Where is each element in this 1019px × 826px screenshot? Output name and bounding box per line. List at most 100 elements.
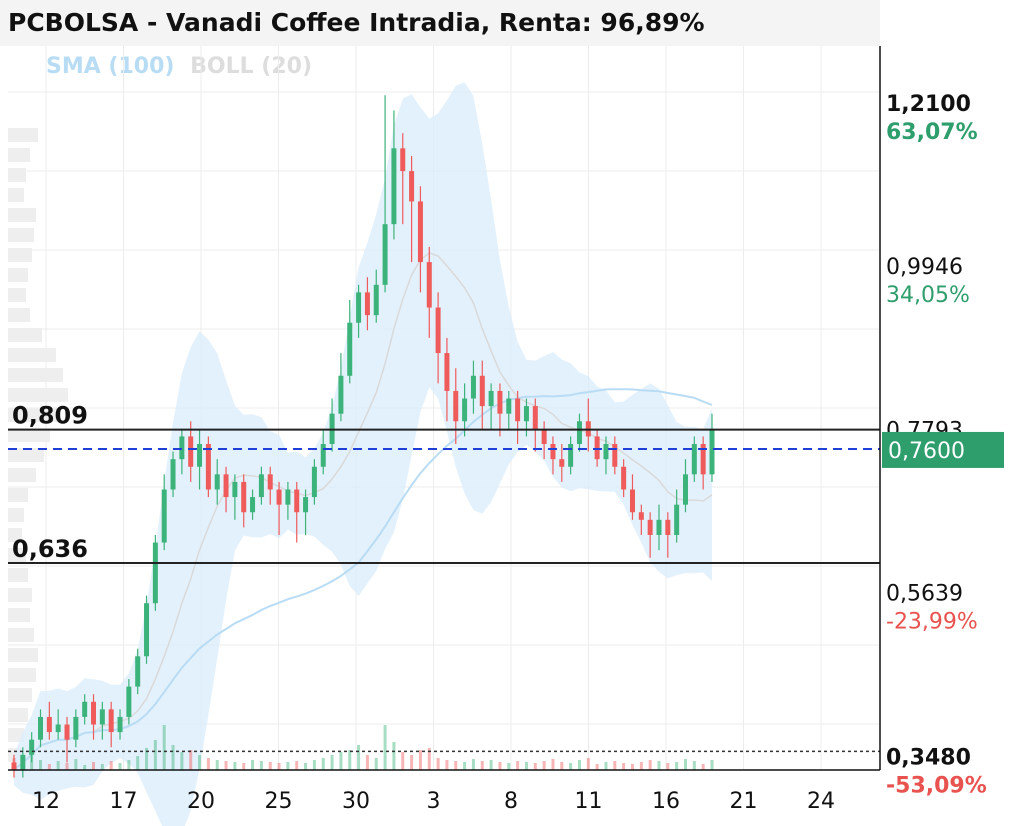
candle[interactable] — [568, 436, 574, 475]
candle[interactable] — [435, 292, 441, 384]
candle[interactable] — [170, 451, 176, 498]
candle[interactable] — [532, 398, 538, 452]
candle[interactable] — [135, 648, 141, 695]
candle-body — [532, 406, 538, 429]
candle[interactable] — [382, 95, 388, 293]
candle[interactable] — [188, 421, 194, 482]
candle[interactable] — [197, 428, 203, 490]
volume-profile-bar — [8, 508, 24, 522]
candle[interactable] — [612, 436, 618, 475]
candle[interactable] — [506, 390, 512, 429]
candle[interactable] — [470, 360, 476, 414]
candle-body — [656, 519, 662, 535]
candle[interactable] — [11, 754, 17, 778]
candle[interactable] — [700, 436, 706, 490]
candle-body — [144, 603, 150, 657]
candle[interactable] — [647, 512, 653, 558]
candle[interactable] — [46, 701, 52, 740]
candle[interactable] — [38, 709, 44, 748]
candle[interactable] — [311, 459, 317, 505]
candle[interactable] — [603, 436, 609, 475]
candle[interactable] — [285, 481, 291, 520]
candle[interactable] — [214, 459, 220, 505]
candle[interactable] — [541, 421, 547, 460]
candle[interactable] — [638, 504, 644, 535]
volume-bar — [224, 761, 228, 770]
bollinger-band — [14, 82, 712, 826]
candle[interactable] — [497, 383, 503, 437]
candle-body — [497, 390, 503, 414]
candle[interactable] — [364, 277, 370, 331]
candle[interactable] — [515, 390, 521, 445]
candle[interactable] — [347, 299, 353, 384]
legend-sma[interactable]: SMA (100) — [46, 54, 175, 79]
candle[interactable] — [117, 709, 123, 740]
candle[interactable] — [108, 701, 114, 748]
candle[interactable] — [629, 474, 635, 520]
candle[interactable] — [453, 368, 459, 445]
candle[interactable] — [250, 489, 256, 520]
candle[interactable] — [126, 679, 132, 725]
candle-body — [29, 739, 35, 755]
candle[interactable] — [576, 413, 582, 452]
candle[interactable] — [20, 747, 26, 778]
candle[interactable] — [417, 186, 423, 293]
candle[interactable] — [621, 459, 627, 498]
candle[interactable] — [267, 466, 273, 505]
candle[interactable] — [82, 694, 88, 725]
candle-body — [400, 148, 406, 172]
candle[interactable] — [144, 595, 150, 664]
candle[interactable] — [152, 534, 158, 611]
candle[interactable] — [444, 337, 450, 422]
volume-bar — [100, 764, 104, 770]
candle-body — [55, 724, 61, 733]
candle[interactable] — [594, 428, 600, 467]
candle[interactable] — [550, 436, 556, 475]
candle[interactable] — [426, 246, 432, 338]
candle[interactable] — [356, 284, 362, 338]
candle[interactable] — [73, 709, 79, 748]
candle[interactable] — [64, 716, 70, 763]
candle[interactable] — [391, 110, 397, 240]
candle[interactable] — [462, 383, 468, 437]
legend-boll[interactable]: BOLL (20) — [190, 54, 313, 79]
candle[interactable] — [709, 413, 715, 482]
volume-bar — [189, 750, 193, 770]
candle[interactable] — [338, 353, 344, 422]
candle[interactable] — [373, 269, 379, 323]
candle[interactable] — [674, 489, 680, 543]
candle-body — [205, 444, 211, 490]
candle[interactable] — [656, 504, 662, 551]
candle-body — [426, 262, 432, 308]
candle[interactable] — [29, 732, 35, 763]
candle[interactable] — [55, 709, 61, 740]
candle[interactable] — [223, 466, 229, 513]
candle[interactable] — [691, 436, 697, 482]
candle[interactable] — [400, 133, 406, 225]
candle[interactable] — [91, 694, 97, 740]
candle[interactable] — [99, 701, 105, 740]
candle[interactable] — [320, 428, 326, 475]
candle[interactable] — [479, 360, 485, 429]
candle[interactable] — [294, 481, 300, 543]
candle[interactable] — [241, 474, 247, 528]
candle[interactable] — [409, 155, 415, 263]
candle[interactable] — [682, 459, 688, 513]
volume-bar — [401, 752, 405, 770]
candle[interactable] — [488, 383, 494, 429]
candle[interactable] — [232, 474, 238, 520]
candle[interactable] — [161, 474, 167, 551]
candle[interactable] — [205, 436, 211, 498]
candle[interactable] — [559, 444, 565, 482]
candle[interactable] — [665, 512, 671, 558]
candle[interactable] — [276, 481, 282, 535]
volume-profile-bar — [8, 608, 30, 622]
volume-profile-bar — [8, 548, 26, 562]
candle[interactable] — [179, 428, 185, 475]
volume-bar — [145, 748, 149, 770]
candle[interactable] — [258, 466, 264, 505]
candle[interactable] — [303, 489, 309, 535]
volume-bar — [630, 764, 634, 770]
